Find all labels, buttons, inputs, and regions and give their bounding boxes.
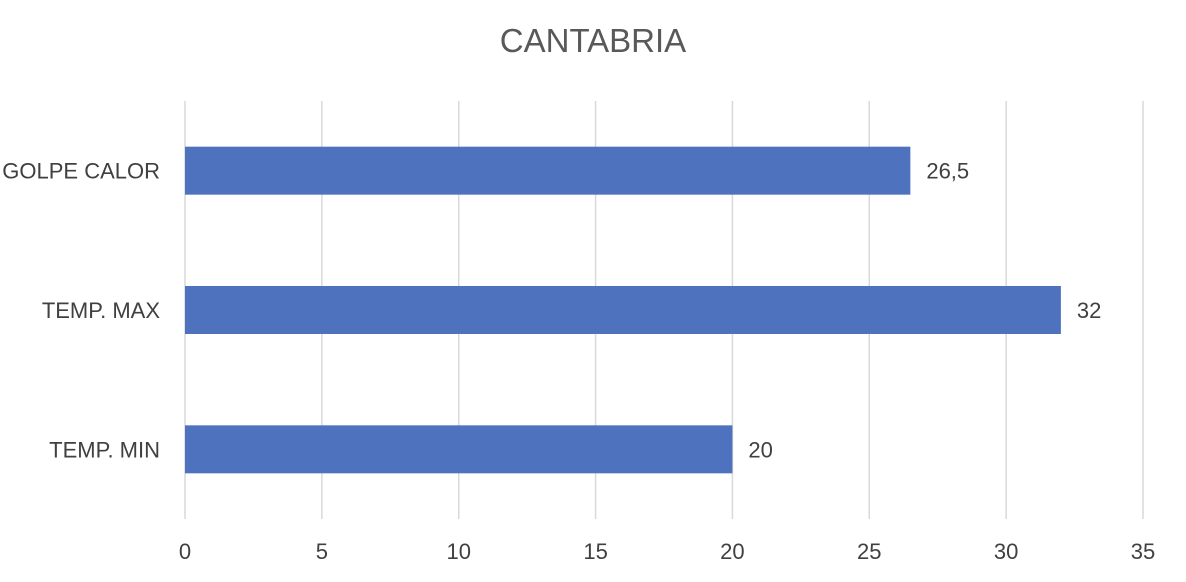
x-tick-label-1: 5 (316, 539, 328, 564)
x-tick-label-5: 25 (857, 539, 881, 564)
category-label-2: TEMP. MIN (49, 437, 160, 462)
x-tick-label-4: 20 (720, 539, 744, 564)
data-label-0: 26,5 (926, 159, 969, 184)
x-tick-label-3: 15 (583, 539, 607, 564)
chart-title: CANTABRIA (499, 22, 687, 59)
x-tick-label-2: 10 (446, 539, 470, 564)
category-label-0: GOLPE CALOR (2, 159, 160, 184)
bar-0 (185, 146, 911, 195)
data-label-2: 20 (748, 437, 772, 462)
x-tick-label-6: 30 (994, 539, 1018, 564)
data-label-1: 32 (1077, 298, 1101, 323)
x-tick-label-7: 35 (1131, 539, 1155, 564)
x-tick-label-0: 0 (179, 539, 191, 564)
bar-2 (185, 425, 733, 474)
category-label-1: TEMP. MAX (42, 298, 161, 323)
bar-1 (185, 286, 1061, 334)
